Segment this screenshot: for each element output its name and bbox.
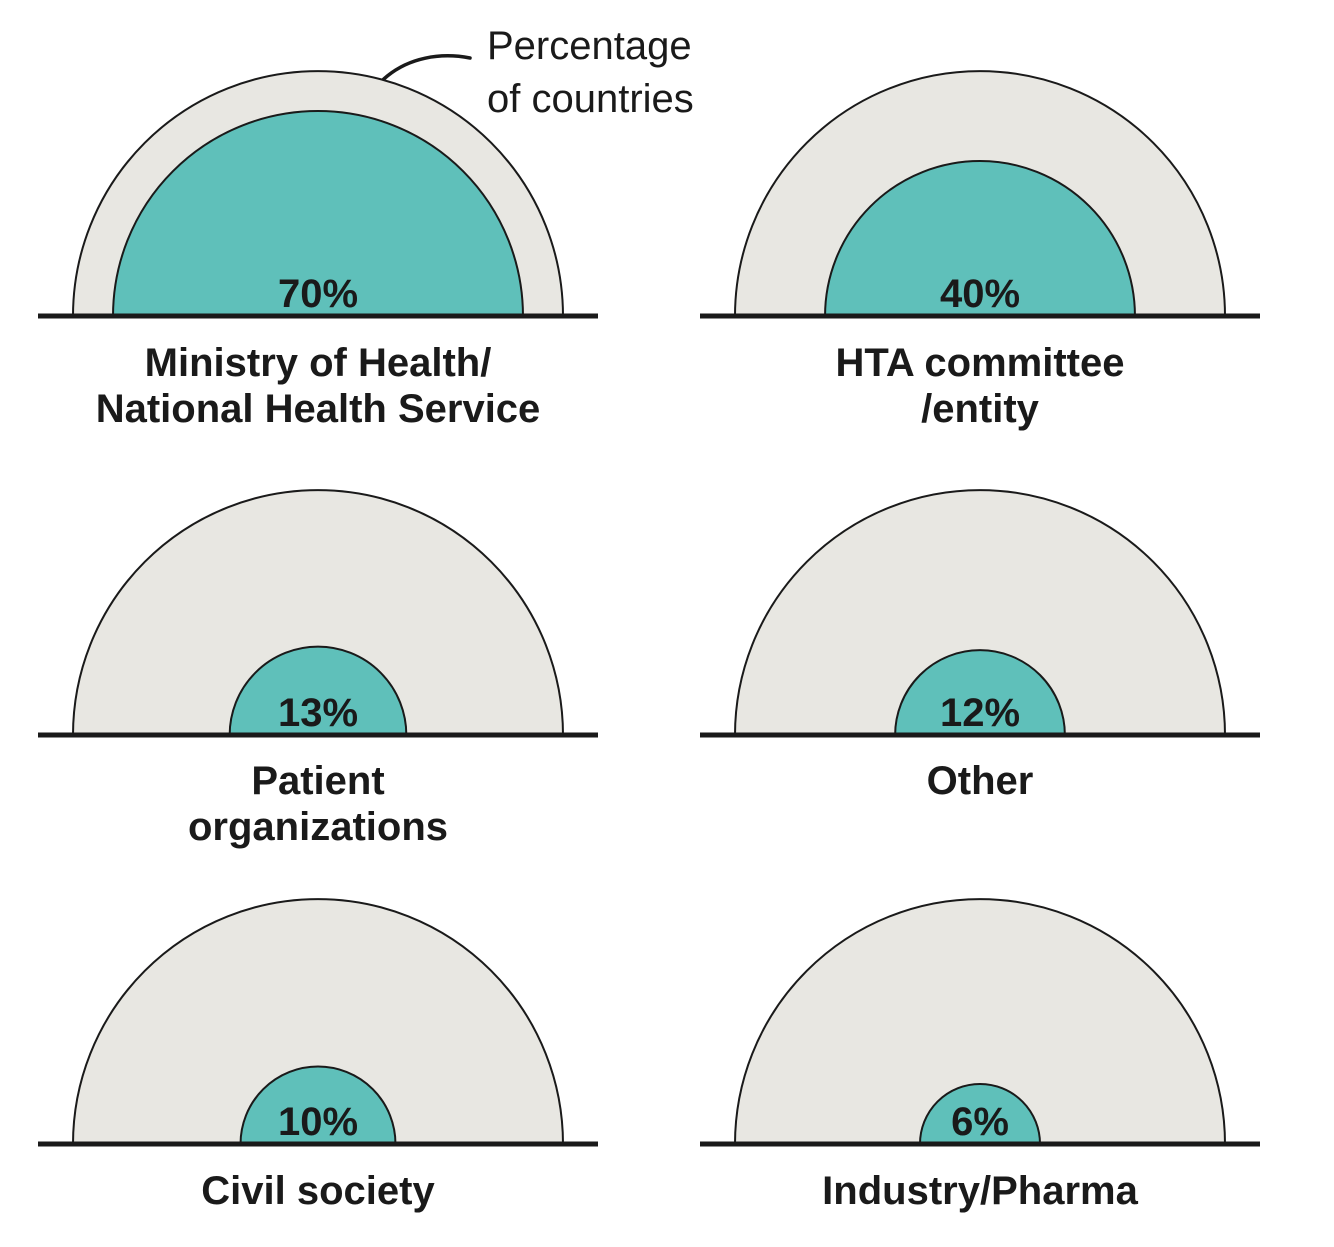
- value-label: 70%: [278, 272, 358, 316]
- chart-hta-committee: 40%: [698, 69, 1262, 323]
- chart-title-hta-committee: HTA committee/entity: [698, 340, 1262, 432]
- outer-semicircle: [733, 489, 1227, 736]
- chart-title-line: organizations: [187, 805, 449, 849]
- chart-title-line: /entity: [921, 387, 1039, 431]
- chart-title-line: Other: [926, 759, 1034, 803]
- chart-title-line: Industry/Pharma: [822, 1169, 1138, 1213]
- value-label: 6%: [951, 1100, 1009, 1144]
- chart-title-line: National Health Service: [95, 387, 541, 431]
- inner-semicircle: [112, 110, 524, 317]
- chart-title-patient-organizations: Patient organizations: [36, 758, 600, 850]
- annotation-line-2: of countries: [487, 77, 694, 121]
- value-label: 40%: [940, 272, 1020, 316]
- outer-semicircle: [71, 898, 565, 1145]
- chart-title-other: Other: [698, 758, 1262, 804]
- chart-title-line: HTA committee: [835, 341, 1125, 385]
- inner-semicircle: [918, 1082, 1042, 1145]
- value-label: 10%: [278, 1100, 358, 1144]
- chart-civil-society: 10%: [36, 897, 600, 1151]
- chart-industry-pharma: 6%: [698, 897, 1262, 1151]
- chart-patient-organizations: 13%: [36, 488, 600, 742]
- chart-title-civil-society: Civil society: [36, 1168, 600, 1214]
- outer-semicircle: [71, 489, 565, 736]
- value-label: 13%: [278, 691, 358, 735]
- chart-title-line: Ministry of Health/: [144, 341, 492, 385]
- inner-semicircle: [228, 645, 408, 736]
- chart-title-ministry-of-health: Ministry of Health/National Health Servi…: [36, 340, 600, 432]
- inner-semicircle: [894, 649, 1066, 736]
- chart-title-line: Patient: [251, 759, 385, 803]
- inner-semicircle: [239, 1065, 397, 1145]
- chart-title-line: Civil society: [201, 1169, 435, 1213]
- annotation-line-1: Percentage: [487, 24, 692, 68]
- outer-semicircle: [733, 898, 1227, 1145]
- value-label: 12%: [940, 691, 1020, 735]
- chart-other: 12%: [698, 488, 1262, 742]
- annotation-percentage-of-countries: Percentage of countries: [487, 20, 694, 126]
- chart-ministry-of-health: 70%: [36, 69, 600, 323]
- chart-title-industry-pharma: Industry/Pharma: [698, 1168, 1262, 1214]
- inner-semicircle: [824, 160, 1136, 317]
